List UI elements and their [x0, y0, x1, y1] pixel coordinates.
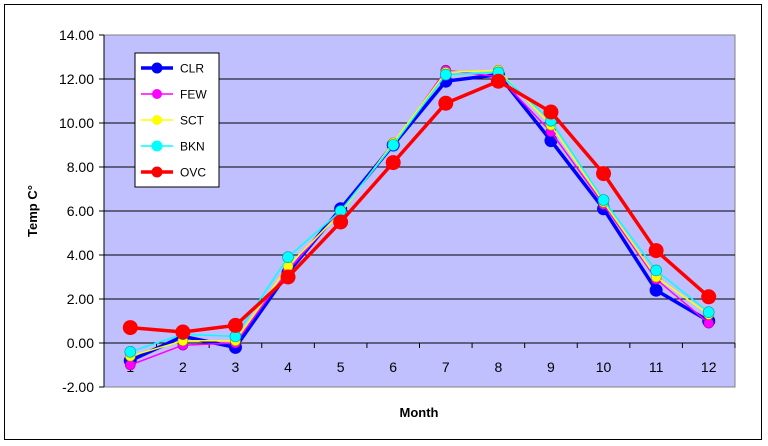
- legend-item-sct: SCT: [141, 114, 205, 128]
- x-axis-title: Month: [400, 405, 439, 420]
- data-point: [701, 289, 717, 305]
- x-tick-label: 3: [232, 359, 240, 375]
- legend-swatch-marker: [151, 166, 163, 178]
- y-tick-label: 12.00: [59, 71, 94, 87]
- legend-swatch-marker: [151, 140, 163, 152]
- x-tick-label: 9: [547, 359, 555, 375]
- x-tick-label: 10: [596, 359, 612, 375]
- legend: CLR FEW SCT BKN OVC: [134, 52, 220, 188]
- y-tick-label: 8.00: [67, 159, 94, 175]
- data-point: [282, 251, 294, 264]
- legend-item-ovc: OVC: [141, 166, 206, 180]
- series-line-bkn: [130, 71, 710, 353]
- x-tick-label: 4: [284, 359, 292, 375]
- y-tick-label: 14.00: [59, 27, 94, 43]
- data-point: [227, 317, 243, 333]
- y-axis-title: Temp C°: [25, 185, 40, 237]
- data-point: [650, 264, 662, 277]
- data-point: [124, 345, 137, 358]
- data-point: [333, 214, 349, 230]
- y-tick-label: 10.00: [59, 115, 94, 131]
- legend-label: CLR: [180, 62, 204, 76]
- series-ovc: [122, 73, 717, 340]
- legend-swatch-marker: [152, 115, 162, 125]
- y-tick-label: 4.00: [67, 247, 94, 263]
- legend-label: BKN: [180, 140, 205, 154]
- y-tick-labels: 14.00 12.00 10.00 8.00 6.00 4.00 2.00 0.00 -2.00: [59, 27, 94, 395]
- data-point: [490, 73, 506, 89]
- data-point: [702, 306, 715, 319]
- x-tick-label: 12: [701, 359, 717, 375]
- data-point: [385, 155, 401, 171]
- y-tick-label: 2.00: [67, 291, 94, 307]
- data-point: [438, 95, 454, 111]
- data-point: [387, 139, 400, 151]
- x-tick-label: 5: [337, 359, 345, 375]
- data-point: [175, 324, 191, 340]
- legend-swatch-marker: [151, 62, 163, 74]
- legend-item-clr: CLR: [141, 62, 204, 76]
- x-tick-label: 11: [649, 359, 664, 375]
- data-point: [649, 283, 663, 297]
- legend-label: SCT: [180, 114, 205, 128]
- y-tick-label: 0.00: [67, 335, 94, 351]
- legend-swatch-marker: [152, 89, 162, 99]
- series-layer: [122, 64, 717, 371]
- y-tick-label: -2.00: [62, 379, 94, 395]
- series-line-clr: [129, 72, 710, 363]
- data-point: [543, 104, 559, 120]
- y-tick-label: 6.00: [67, 203, 94, 219]
- legend-item-bkn: BKN: [141, 140, 205, 154]
- x-tick-label: 6: [389, 359, 397, 375]
- data-point: [648, 243, 664, 259]
- legend-label: FEW: [180, 88, 207, 102]
- data-point: [439, 68, 452, 81]
- series-line-sct: [130, 69, 710, 357]
- data-point: [280, 269, 296, 285]
- data-point: [597, 194, 610, 206]
- x-tick-label: 8: [494, 359, 502, 375]
- legend-item-few: FEW: [141, 88, 207, 102]
- x-tick-label: 7: [442, 359, 450, 375]
- data-point: [703, 317, 715, 329]
- series-line-ovc: [130, 79, 710, 334]
- x-tick-label: 2: [179, 359, 187, 375]
- data-point: [122, 320, 138, 336]
- legend-label: OVC: [180, 166, 206, 180]
- data-point: [596, 166, 612, 182]
